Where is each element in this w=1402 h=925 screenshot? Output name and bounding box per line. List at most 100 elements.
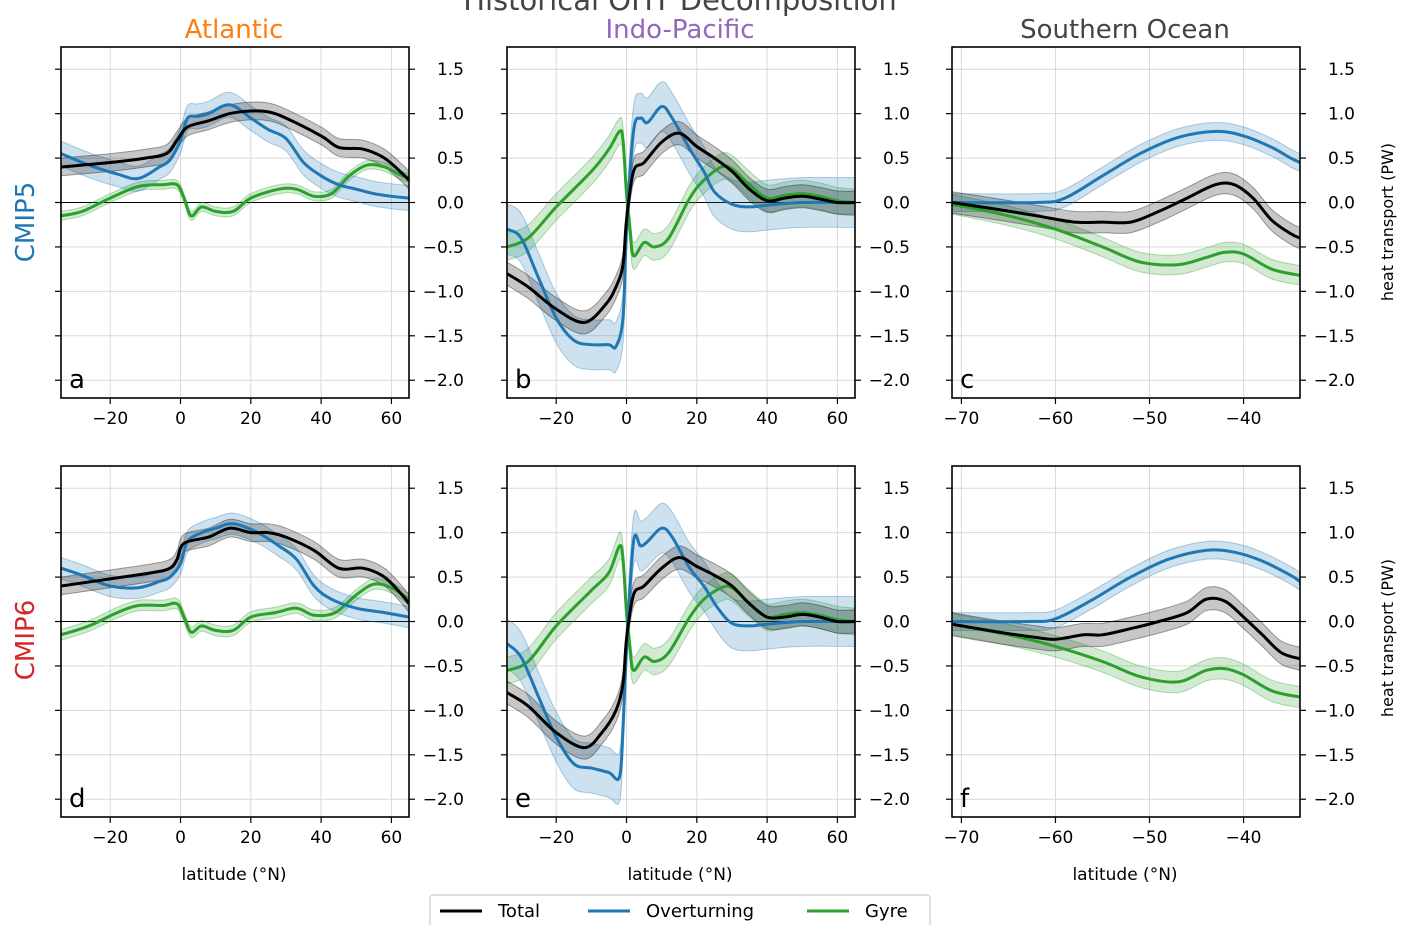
y-tick-label: 0.5 xyxy=(437,149,464,169)
legend: Total Overturning Gyre xyxy=(429,894,931,925)
band-total xyxy=(952,171,1300,250)
y-tick-label: −2.0 xyxy=(869,371,910,391)
y-tick-label: −2.0 xyxy=(423,371,464,391)
series-group xyxy=(952,540,1300,709)
panel-c: −70 −60 −50 −40 1.5 1.0 0.5 0.0 −0.5 −1.0 −1.5 −2.0… xyxy=(943,46,1355,429)
legend-box xyxy=(429,894,931,925)
axes-frame xyxy=(951,46,1301,399)
y-tick-label: −1.5 xyxy=(869,327,910,347)
column-title-southern-ocean: Southern Ocean xyxy=(1020,15,1230,45)
xlabel-col1: latitude (°N) xyxy=(181,865,286,885)
x-tick-label: 60 xyxy=(827,409,849,429)
band-overturning xyxy=(61,91,409,212)
x-tick-label: −20 xyxy=(538,409,574,429)
xlabel-col3: latitude (°N) xyxy=(1072,865,1177,885)
y-tick-label: 0.0 xyxy=(1328,194,1355,214)
x-tick-label: 40 xyxy=(310,828,332,848)
y-tick-label: −1.5 xyxy=(869,746,910,766)
y-tick-label: −1.0 xyxy=(423,282,464,302)
y-tick-label: 1.5 xyxy=(437,60,464,80)
figure-suptitle: Historical OHT Decomposition xyxy=(463,0,897,17)
legend-label-overturning: Overturning xyxy=(646,901,754,922)
panel-a: −20 0 20 40 60 1.5 1.0 0.5 0.0 −0.5 −1.0 −1.5 −2.0 a xyxy=(55,46,464,429)
x-tick-label: 40 xyxy=(756,409,778,429)
x-tick-label: −70 xyxy=(943,828,979,848)
panel-e: −20 0 20 40 60 1.5 1.0 0.5 0.0 −0.5 −1.0 −1.5 −2.0 e xyxy=(501,465,910,848)
series-line-gyre xyxy=(507,543,855,672)
x-tick-label: 20 xyxy=(240,409,262,429)
x-tick-label: 0 xyxy=(175,828,186,848)
ylabel-row1: heat transport (PW) xyxy=(1378,143,1397,301)
x-tick-label: 60 xyxy=(381,409,403,429)
row-label-cmip6: CMIP6 xyxy=(11,600,41,680)
y-tick-label: 1.0 xyxy=(883,524,910,544)
x-tick-label: 20 xyxy=(686,409,708,429)
x-tick-label: 20 xyxy=(686,828,708,848)
y-tick-label: 0.0 xyxy=(883,194,910,214)
y-tick-label: −1.0 xyxy=(1314,282,1355,302)
band-total xyxy=(61,518,409,614)
x-tick-label: 40 xyxy=(756,828,778,848)
x-tick-label: 0 xyxy=(621,409,632,429)
y-tick-label: 0.5 xyxy=(1328,568,1355,588)
chart-panels: −20 0 20 40 60 1.5 1.0 0.5 0.0 −0.5 −1.0 −1.5 −2.0 a −… xyxy=(55,46,1355,848)
series-group xyxy=(952,121,1300,286)
x-tick-label: 20 xyxy=(240,828,262,848)
y-tick-label: −0.5 xyxy=(1314,238,1355,258)
axes-frame xyxy=(60,465,410,818)
series-line-overturning xyxy=(61,522,409,619)
y-tick-label: −1.0 xyxy=(869,282,910,302)
y-tick-label: −0.5 xyxy=(423,657,464,677)
x-tick-label: −50 xyxy=(1132,409,1168,429)
panel-letter: d xyxy=(69,784,86,814)
y-tick-label: 0.0 xyxy=(437,194,464,214)
series-line-overturning xyxy=(952,548,1300,624)
band-overturning xyxy=(61,512,409,629)
x-tick-label: 40 xyxy=(310,409,332,429)
series-line-total xyxy=(507,556,855,750)
y-tick-label: 0.5 xyxy=(883,149,910,169)
y-tick-label: 1.5 xyxy=(437,479,464,499)
panel-letter: a xyxy=(69,365,85,395)
y-tick-label: −0.5 xyxy=(1314,657,1355,677)
axes-frame xyxy=(506,46,856,399)
series-line-total xyxy=(61,526,409,605)
band-overturning xyxy=(507,81,855,374)
series-line-overturning xyxy=(952,129,1300,205)
y-tick-label: −0.5 xyxy=(869,657,910,677)
axes-frame xyxy=(506,465,856,818)
y-tick-label: −1.5 xyxy=(1314,746,1355,766)
y-tick-label: −1.0 xyxy=(869,701,910,721)
y-tick-label: 0.0 xyxy=(437,613,464,633)
y-tick-label: −2.0 xyxy=(423,790,464,810)
series-group xyxy=(61,91,409,221)
series-line-overturning xyxy=(507,526,855,782)
series-line-gyre xyxy=(952,202,1300,277)
x-tick-label: 0 xyxy=(175,409,186,429)
y-tick-label: 1.0 xyxy=(437,524,464,544)
y-tick-label: −1.0 xyxy=(1314,701,1355,721)
series-line-overturning xyxy=(61,103,409,200)
y-tick-label: −1.0 xyxy=(423,701,464,721)
y-tick-label: 0.0 xyxy=(883,613,910,633)
legend-label-total: Total xyxy=(497,901,540,922)
band-overturning xyxy=(952,540,1300,632)
x-tick-label: −50 xyxy=(1132,828,1168,848)
axes-frame xyxy=(951,465,1301,818)
x-tick-label: 60 xyxy=(381,828,403,848)
x-tick-label: 0 xyxy=(621,828,632,848)
x-tick-label: −60 xyxy=(1038,828,1074,848)
series-group xyxy=(507,502,855,806)
series-line-overturning xyxy=(507,104,855,350)
x-tick-label: −40 xyxy=(1226,828,1262,848)
series-line-gyre xyxy=(507,129,855,258)
series-line-gyre xyxy=(61,163,409,218)
ylabel-row2: heat transport (PW) xyxy=(1378,559,1397,717)
panel-b: −20 0 20 40 60 1.5 1.0 0.5 0.0 −0.5 −1.0 −1.5 −2.0 b xyxy=(501,46,910,429)
panel-letter: b xyxy=(515,365,532,395)
y-tick-label: −0.5 xyxy=(423,238,464,258)
y-tick-label: −2.0 xyxy=(1314,371,1355,391)
y-tick-label: 1.0 xyxy=(437,105,464,125)
y-tick-label: −2.0 xyxy=(869,790,910,810)
